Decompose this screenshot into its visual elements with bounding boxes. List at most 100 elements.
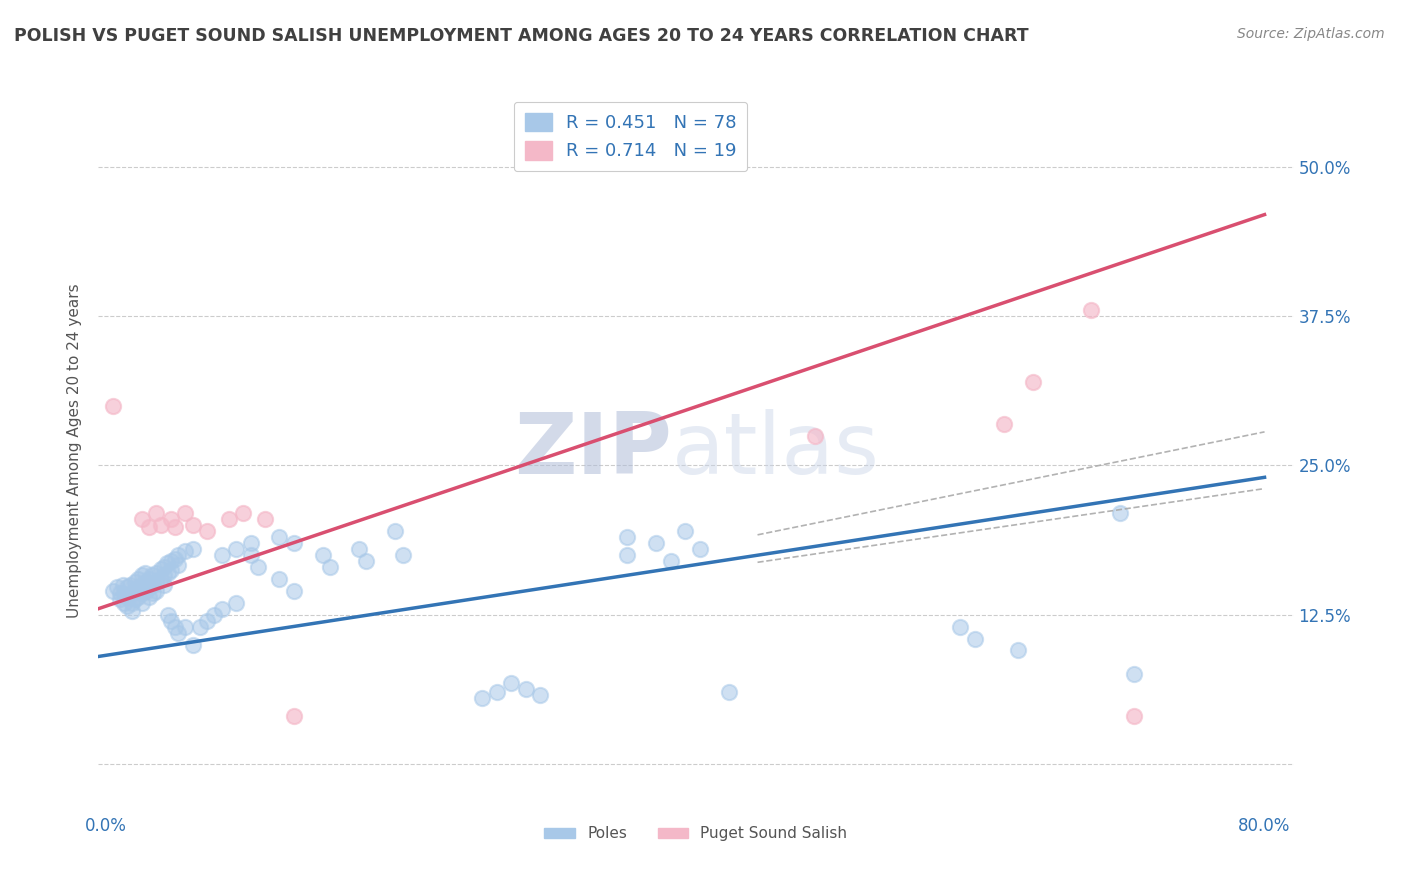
- Point: [181, 541, 204, 556]
- Point: [616, 530, 638, 544]
- Point: [1108, 506, 1130, 520]
- Point: [253, 512, 276, 526]
- Point: [1123, 667, 1146, 681]
- Point: [195, 524, 218, 538]
- Point: [149, 562, 172, 576]
- Point: [135, 575, 157, 590]
- Point: [501, 675, 523, 690]
- Text: atlas: atlas: [672, 409, 880, 492]
- Point: [485, 685, 508, 699]
- Point: [145, 575, 167, 590]
- Point: [131, 586, 153, 600]
- Point: [124, 575, 146, 590]
- Point: [127, 590, 149, 604]
- Point: [152, 568, 174, 582]
- Point: [804, 428, 827, 442]
- Point: [117, 590, 139, 604]
- Point: [131, 568, 153, 582]
- Point: [239, 548, 262, 562]
- Point: [1123, 709, 1146, 723]
- Point: [963, 632, 986, 646]
- Point: [993, 417, 1015, 431]
- Legend: Poles, Puget Sound Salish: Poles, Puget Sound Salish: [538, 821, 853, 847]
- Point: [156, 607, 179, 622]
- Point: [174, 544, 197, 558]
- Point: [347, 541, 370, 556]
- Point: [1007, 643, 1029, 657]
- Point: [167, 625, 190, 640]
- Point: [283, 583, 305, 598]
- Point: [174, 619, 197, 633]
- Point: [131, 512, 153, 526]
- Text: POLISH VS PUGET SOUND SALISH UNEMPLOYMENT AMONG AGES 20 TO 24 YEARS CORRELATION : POLISH VS PUGET SOUND SALISH UNEMPLOYMEN…: [14, 27, 1029, 45]
- Point: [160, 554, 183, 568]
- Point: [181, 638, 204, 652]
- Point: [114, 596, 136, 610]
- Point: [673, 524, 696, 538]
- Point: [138, 520, 160, 534]
- Point: [167, 548, 190, 562]
- Point: [134, 566, 156, 580]
- Point: [167, 558, 190, 572]
- Point: [211, 601, 233, 615]
- Point: [529, 688, 551, 702]
- Point: [225, 541, 247, 556]
- Point: [471, 691, 494, 706]
- Point: [121, 596, 143, 610]
- Point: [124, 592, 146, 607]
- Text: ZIP: ZIP: [515, 409, 672, 492]
- Point: [239, 536, 262, 550]
- Point: [142, 586, 165, 600]
- Point: [114, 587, 136, 601]
- Point: [195, 614, 218, 628]
- Point: [101, 399, 124, 413]
- Point: [269, 572, 291, 586]
- Point: [142, 578, 165, 592]
- Point: [152, 578, 174, 592]
- Point: [138, 590, 160, 604]
- Point: [949, 619, 972, 633]
- Point: [112, 578, 135, 592]
- Point: [105, 580, 128, 594]
- Point: [165, 551, 187, 566]
- Point: [202, 607, 225, 622]
- Point: [312, 548, 335, 562]
- Point: [211, 548, 233, 562]
- Point: [165, 520, 187, 534]
- Point: [225, 596, 247, 610]
- Point: [160, 564, 183, 578]
- Point: [156, 566, 179, 580]
- Point: [319, 560, 342, 574]
- Point: [141, 568, 163, 582]
- Text: Source: ZipAtlas.com: Source: ZipAtlas.com: [1237, 27, 1385, 41]
- Point: [117, 599, 139, 614]
- Point: [269, 530, 291, 544]
- Point: [188, 619, 211, 633]
- Point: [659, 554, 682, 568]
- Point: [515, 681, 537, 696]
- Point: [1022, 375, 1045, 389]
- Point: [108, 592, 131, 607]
- Point: [717, 685, 740, 699]
- Point: [384, 524, 406, 538]
- Point: [145, 506, 167, 520]
- Point: [131, 596, 153, 610]
- Point: [181, 518, 204, 533]
- Point: [138, 572, 160, 586]
- Point: [160, 614, 183, 628]
- Point: [155, 557, 177, 571]
- Point: [391, 548, 413, 562]
- Point: [117, 580, 139, 594]
- Point: [645, 536, 668, 550]
- Point: [135, 583, 157, 598]
- Point: [616, 548, 638, 562]
- Point: [218, 512, 240, 526]
- Point: [1080, 303, 1102, 318]
- Point: [165, 619, 187, 633]
- Point: [283, 709, 305, 723]
- Point: [127, 572, 149, 586]
- Point: [152, 560, 174, 574]
- Point: [131, 578, 153, 592]
- Point: [127, 580, 149, 594]
- Point: [101, 583, 124, 598]
